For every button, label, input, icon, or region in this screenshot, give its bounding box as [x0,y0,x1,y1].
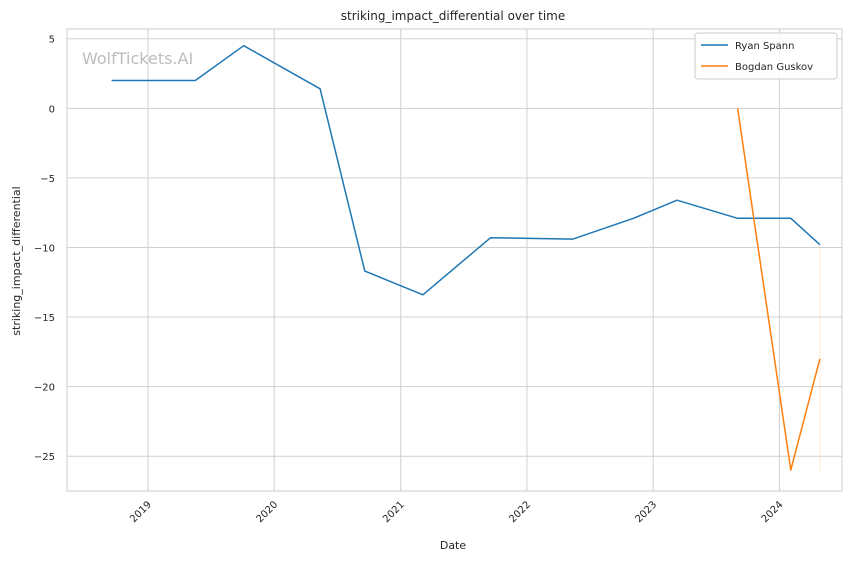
legend-box [694,32,838,80]
series-layer [111,44,821,471]
y-axis-ticks: 5 0 −5 −10 −15 −20 −25 [34,35,55,463]
y-tick-label: −25 [34,452,55,463]
plot-frame [66,28,843,492]
legend-label-ryan-spann: Ryan Spann [735,41,794,52]
y-axis-label: striking_impact_differential [10,186,23,335]
grid [67,29,842,491]
chart-title: striking_impact_differential over time [341,9,566,23]
y-tick-label: −15 [34,313,55,324]
x-axis-label: Date [440,539,467,552]
y-tick-label: 5 [49,35,55,46]
y-tick-label: −5 [40,174,55,185]
y-tick-label: −20 [34,383,55,394]
series-line-ryan-spann [111,44,821,296]
legend-label-bogdan-guskov: Bogdan Guskov [735,62,813,73]
series-line-bogdan-guskov [736,108,821,471]
legend: Ryan Spann Bogdan Guskov [694,32,838,80]
y-tick-label: −10 [34,243,55,254]
watermark: WolfTickets.AI [82,49,193,68]
y-tick-label: 0 [49,104,55,115]
